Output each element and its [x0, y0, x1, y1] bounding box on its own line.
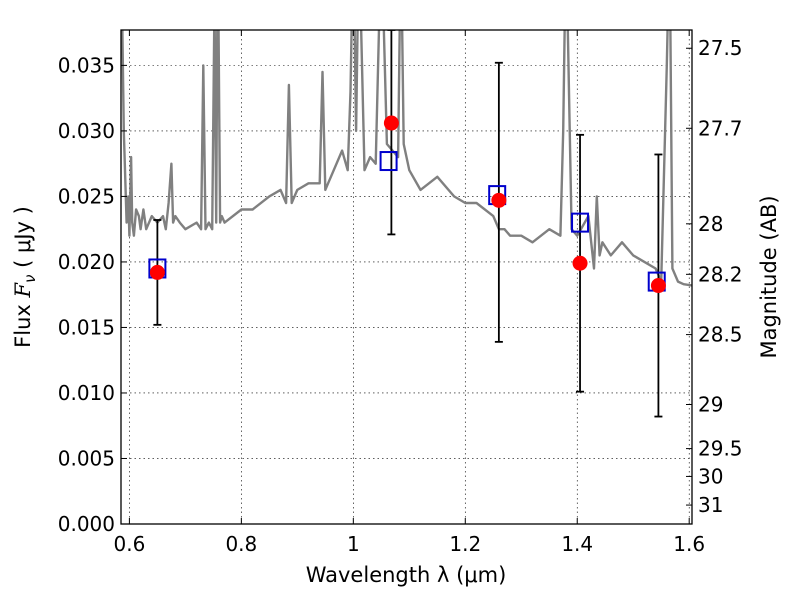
y-tick-label: 0.005: [58, 446, 115, 470]
right-tick-label: 27.5: [698, 36, 743, 60]
right-tick-label: 28: [698, 212, 723, 236]
y-axis-label: Flux Fν ( μJy ): [11, 206, 39, 348]
x-axis-label: Wavelength λ (μm): [306, 563, 507, 587]
y-tick-label: 0.030: [58, 119, 115, 143]
axes: 0.6 0.8 1 1.2 1.4 1.6 0.000 0.005 0.010 0.015 0.02…: [58, 30, 743, 556]
y-tick-label: 0.035: [58, 53, 115, 77]
y-tick-label: 0.010: [58, 381, 115, 405]
right-tick-label: 30: [698, 464, 723, 488]
y-tick-label: 0.020: [58, 250, 115, 274]
observed-point-marker: [572, 255, 588, 271]
right-tick-label: 28.5: [698, 323, 743, 347]
observed-point-marker: [383, 115, 399, 131]
x-tick-label: 0.6: [113, 532, 145, 556]
plot-frame: [120, 29, 693, 525]
right-tick-label: 29.5: [698, 437, 743, 461]
right-axis-label: Magnitude (AB): [757, 195, 781, 358]
y-tick-label: 0.015: [58, 315, 115, 339]
x-tick-label: 1: [347, 532, 360, 556]
spectrum-line: [121, 30, 692, 287]
model-square-marker: [571, 212, 590, 233]
x-tick-label: 1.6: [673, 532, 705, 556]
y-tick-label: 0.000: [58, 512, 115, 536]
right-tick-label: 27.7: [698, 116, 743, 140]
error-bars: [153, 30, 663, 418]
y-tick-label: 0.025: [58, 184, 115, 208]
x-tick-label: 1.2: [449, 532, 481, 556]
observed-point-marker: [149, 264, 165, 280]
right-tick-label: 28.2: [698, 262, 743, 286]
observed-point-marker: [491, 192, 507, 208]
x-tick-label: 1.4: [561, 532, 593, 556]
x-tick-label: 0.8: [225, 532, 257, 556]
observed-point-marker: [650, 278, 666, 294]
observed-photometry-points: [149, 115, 666, 294]
right-tick-label: 31: [698, 493, 723, 517]
grid: [121, 30, 692, 525]
right-tick-label: 29: [698, 392, 723, 416]
model-square-marker: [379, 151, 398, 172]
model-spectrum: [121, 30, 692, 287]
